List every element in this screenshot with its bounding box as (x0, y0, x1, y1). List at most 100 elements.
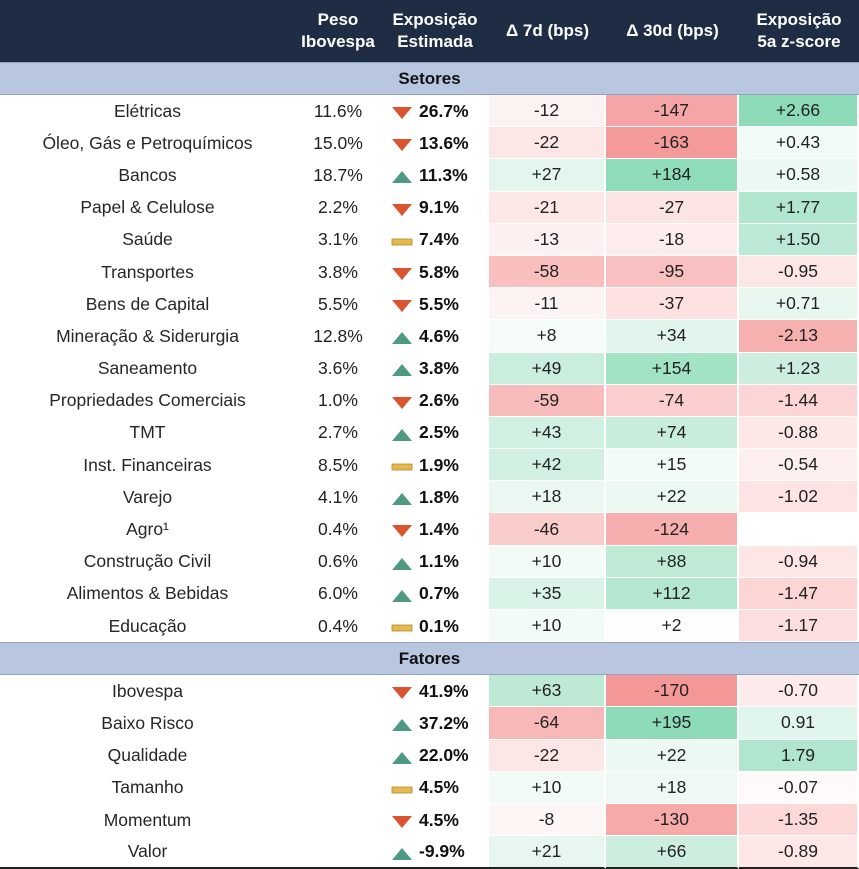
section-title: Setores (0, 62, 859, 95)
table-row: Varejo 4.1% 1.8% +18 +22 -1.02 (0, 481, 859, 514)
delta-7d-value: +43 (489, 416, 606, 450)
delta-7d-value: +10 (489, 771, 606, 804)
table-body: Setores Elétricas 11.6% 26.7% -12 -147 +2.66 Ól… (0, 62, 859, 869)
zscore-value: -0.88 (739, 416, 859, 450)
delta-7d-value: +18 (489, 481, 606, 514)
exposicao-estimada-value: 37.2% (419, 712, 469, 733)
peso-ibovespa-value: 12.8% (313, 325, 363, 346)
row-label: Propriedades Comerciais (49, 390, 246, 411)
delta-30d-value: +22 (606, 481, 739, 514)
exposicao-estimada-cell: 4.5% (381, 804, 489, 836)
exposicao-estimada-cell: 2.6% (381, 385, 489, 417)
delta-30d-value: +34 (606, 320, 739, 353)
row-label: Varejo (122, 486, 173, 507)
row-label: Momentum (103, 809, 192, 830)
table-row: Bancos 18.7% 11.3% +27 +184 +0.58 (0, 159, 859, 192)
row-label: Transportes (101, 261, 194, 282)
arrow-down-icon (391, 136, 413, 152)
exposicao-estimada-value: 1.8% (419, 486, 459, 507)
row-label: Construção Civil (83, 551, 212, 572)
peso-ibovespa-value: 18.7% (313, 164, 363, 185)
row-label: Saúde (122, 229, 173, 250)
delta-7d-value: -46 (489, 513, 606, 546)
table-row: Saúde 3.1% 7.4% -13 -18 +1.50 (0, 223, 859, 256)
zscore-value: +1.77 (739, 191, 859, 224)
peso-ibovespa-value: 3.8% (318, 261, 358, 282)
arrow-down-icon (391, 104, 413, 119)
peso-ibovespa-value: 0.4% (318, 615, 358, 636)
zscore-value: -1.47 (739, 577, 859, 610)
peso-ibovespa-value: 15.0% (313, 132, 363, 153)
exposicao-estimada-cell: 7.4% (381, 224, 489, 256)
table-row: TMT 2.7% 2.5% +43 +74 -0.88 (0, 416, 859, 450)
header-peso-line2: Ibovespa (301, 32, 375, 51)
exposicao-estimada-cell: 11.3% (381, 159, 489, 191)
exposicao-estimada-cell: 1.8% (381, 481, 489, 513)
exposicao-estimada-value: 9.1% (419, 197, 459, 218)
zscore-value: -0.95 (739, 255, 859, 289)
delta-7d-value: -8 (489, 803, 606, 837)
exposicao-estimada-value: 0.1% (419, 615, 459, 636)
delta-30d-value: -163 (606, 127, 739, 160)
flat-bar-icon (391, 233, 413, 247)
exposicao-estimada-cell: 4.5% (381, 772, 489, 804)
delta-30d-value: +22 (606, 739, 739, 772)
arrow-up-icon (391, 168, 413, 184)
header-z-line2: 5a z-score (757, 32, 841, 51)
zscore-value: 1.79 (739, 739, 859, 772)
peso-ibovespa-value: 0.6% (318, 551, 358, 572)
arrow-up-icon (391, 426, 413, 441)
delta-30d-value: +154 (606, 352, 739, 385)
zscore-value: 0.91 (739, 707, 859, 740)
row-label: Educação (108, 615, 187, 636)
header-delta-7d: Δ 7d (bps) (489, 0, 606, 62)
zscore-value: -1.35 (739, 803, 859, 837)
exposicao-estimada-cell: -9.9% (381, 836, 489, 869)
section-title: Fatores (0, 642, 859, 676)
peso-ibovespa-value (295, 740, 381, 772)
table-row: Elétricas 11.6% 26.7% -12 -147 +2.66 (0, 95, 859, 128)
peso-ibovespa-value: 3.1% (318, 229, 358, 250)
row-label: Óleo, Gás e Petroquímicos (42, 132, 253, 153)
peso-ibovespa-value: 4.1% (318, 486, 358, 507)
exposicao-estimada-value: 1.1% (419, 551, 459, 572)
header-peso: Peso Ibovespa (295, 0, 381, 62)
exposicao-estimada-cell: 4.6% (381, 320, 489, 352)
delta-30d-value: -95 (606, 255, 739, 289)
delta-30d-value: +184 (606, 159, 739, 192)
row-label: Elétricas (113, 100, 182, 121)
header-exposicao: Exposição Estimada (381, 0, 489, 62)
exposicao-estimada-value: -9.9% (419, 841, 465, 862)
delta-30d-value: +88 (606, 545, 739, 578)
exposicao-estimada-cell: 41.9% (381, 675, 489, 707)
delta-30d-value: +66 (606, 836, 739, 869)
exposicao-estimada-value: 4.5% (419, 777, 459, 798)
zscore-value: +1.50 (739, 223, 859, 256)
table-row: Baixo Risco 37.2% -64 +195 0.91 (0, 707, 859, 740)
arrow-up-icon (391, 490, 413, 506)
delta-30d-value: -147 (606, 95, 739, 128)
delta-30d-value: -37 (606, 288, 739, 321)
zscore-value: -0.54 (739, 449, 859, 482)
table-row: Propriedades Comerciais 1.0% 2.6% -59 -74 -1.… (0, 384, 859, 417)
zscore-value: -0.70 (739, 675, 859, 708)
exposicao-estimada-value: 1.9% (419, 454, 459, 475)
section-header: Fatores (0, 642, 859, 676)
row-label: Ibovespa (111, 680, 184, 701)
zscore-value: +0.58 (739, 159, 859, 192)
arrow-down-icon (391, 813, 413, 828)
delta-7d-value: -13 (489, 223, 606, 256)
table-row: Transportes 3.8% 5.8% -58 -95 -0.95 (0, 255, 859, 289)
exposicao-estimada-value: 3.8% (419, 358, 459, 379)
exposicao-estimada-cell: 1.1% (381, 546, 489, 578)
exposicao-estimada-value: 0.7% (419, 583, 459, 604)
delta-7d-value: -11 (489, 288, 606, 321)
peso-ibovespa-value: 11.6% (313, 100, 363, 121)
row-label: Valor (0, 836, 295, 869)
delta-30d-value: +195 (606, 707, 739, 740)
section-header: Setores (0, 62, 859, 95)
exposicao-estimada-cell: 3.8% (381, 353, 489, 385)
delta-7d-value: +42 (489, 449, 606, 482)
delta-7d-value: -64 (489, 707, 606, 740)
delta-30d-value: -74 (606, 384, 739, 417)
